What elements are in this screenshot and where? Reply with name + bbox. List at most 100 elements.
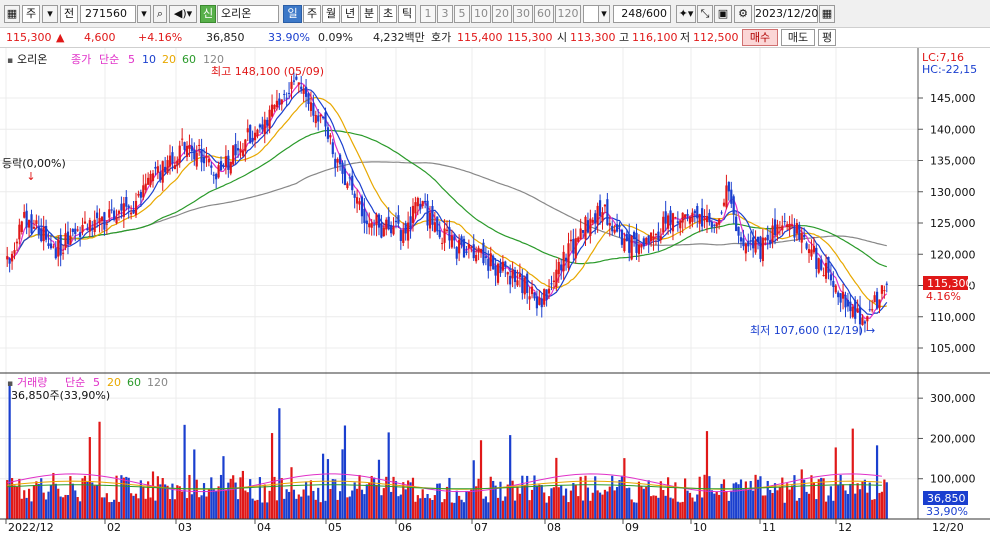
candle-body [652,236,655,240]
interval-1-button[interactable]: 1 [420,5,436,23]
interval-10-button[interactable]: 10 [471,5,491,23]
candle-body [530,286,534,295]
candle-body [37,226,40,235]
candle-body [258,124,262,128]
candle-body [545,289,548,300]
sell-button[interactable]: 매도 [781,29,815,46]
volume-bar [557,487,560,519]
code-input[interactable]: 271560 [80,5,136,23]
candle-body [115,216,118,224]
candle-body [841,291,845,299]
candle-body [846,299,850,307]
volume-bar [552,487,556,519]
volume-bar [885,482,888,519]
volume-bar [93,485,96,519]
candle-body [411,205,415,223]
chart-area[interactable]: 145,000 140,000 135,000 130,000 125,000 120,0… [0,48,990,539]
chart-menu-icon[interactable]: ▦ [4,5,20,23]
candle-body [334,158,337,168]
volume-bar [606,491,609,519]
volume-bar [144,498,147,519]
candle-body [885,283,888,285]
volume-bar [820,477,823,519]
volume-bar [151,471,155,519]
volume-bar [173,499,176,519]
volume-bar [142,486,145,519]
volume-bar [574,485,577,519]
volume-bar [40,478,43,519]
dropdown-icon[interactable]: ▾ [42,5,58,23]
date-field[interactable]: 2023/12/20 [754,5,818,23]
period-month-button[interactable]: 월 [322,5,340,23]
volume-bar [756,479,760,519]
volume-bar [375,484,378,519]
volume-bar [42,492,45,519]
volume-bar [91,482,94,519]
volume-bar [832,500,835,519]
candle-body [399,230,402,241]
volume-bar [137,498,140,519]
volume-bar [258,477,262,519]
volume-bar [635,502,638,519]
interval-20-button[interactable]: 20 [492,5,512,23]
volume-bar [229,478,232,519]
x-right-label: 12/20 [932,521,964,534]
volume-bar [837,484,840,519]
volume-bar [32,485,36,519]
period-day-button[interactable]: 일 [283,5,302,23]
period-second-button[interactable]: 초 [379,5,397,23]
volume-bar [49,484,53,519]
candle-body [54,248,57,259]
candle-body [217,165,220,178]
volume-bar [380,495,383,519]
draw-tool-icon[interactable]: ⤡ [697,5,713,23]
candle-body [492,256,495,270]
period-week-button[interactable]: 주 [303,5,321,23]
interval-5-button[interactable]: 5 [454,5,470,23]
volume-bar [562,495,565,519]
candle-body [103,212,106,230]
period-tick-button[interactable]: 틱 [398,5,416,23]
chart-svg[interactable]: 145,000 140,000 135,000 130,000 125,000 120,0… [0,48,990,539]
save-icon[interactable]: ▣ [714,5,732,23]
interval-3-button[interactable]: 3 [437,5,453,23]
candle-body [800,233,803,243]
volume-bar [805,491,808,519]
interval-120-button[interactable]: 120 [555,5,581,23]
ask-price: 115,300 [507,31,553,44]
volume-bar [108,502,111,519]
candle-body [312,102,315,116]
volume-bar [623,458,626,519]
period-year-button[interactable]: 년 [341,5,359,23]
indicator-icon[interactable]: ✦▾ [676,5,696,23]
candle-body [445,229,449,231]
period-select[interactable]: 주 [22,5,40,23]
interval-30-button[interactable]: 30 [513,5,533,23]
code-dropdown-icon[interactable]: ▾ [137,5,151,23]
volume-bar [445,486,449,519]
candle-body [273,104,276,110]
candle-body [572,238,575,254]
volume-bar [23,490,26,519]
candle-body [710,221,713,228]
calendar-icon[interactable]: ▦ [819,5,835,23]
candle-body [564,257,568,261]
interval-60-button[interactable]: 60 [534,5,554,23]
candle-body [341,162,344,174]
prev-button[interactable]: 전 [60,5,78,23]
search-icon[interactable]: ⌕ [153,5,167,23]
candle-body [241,150,245,156]
count-input[interactable]: 248/600 [613,5,671,23]
speaker-icon[interactable]: ◀)▾ [169,5,197,23]
candle-body [601,212,604,222]
volume-bar [122,477,125,519]
volume-bar [130,493,133,519]
candle-body [370,222,373,228]
buy-button[interactable]: 매수 [742,29,778,46]
volume-bar [331,479,334,519]
volume-bar [584,475,587,519]
interval-dropdown-icon[interactable]: ▾ [598,5,610,23]
eval-button[interactable]: 평 [818,29,836,46]
period-minute-button[interactable]: 분 [360,5,378,23]
gear-icon[interactable]: ⚙ [734,5,752,23]
